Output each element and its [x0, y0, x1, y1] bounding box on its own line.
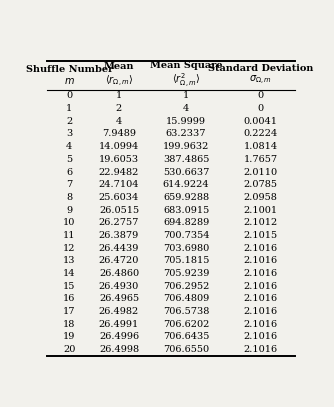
Text: 700.7354: 700.7354: [163, 231, 209, 240]
Text: 0.2224: 0.2224: [243, 129, 278, 138]
Text: 530.6637: 530.6637: [163, 168, 209, 177]
Text: 2.0785: 2.0785: [243, 180, 278, 189]
Text: 2.1016: 2.1016: [243, 294, 278, 303]
Text: 24.7104: 24.7104: [99, 180, 139, 189]
Text: 26.4996: 26.4996: [99, 333, 139, 341]
Text: 20: 20: [63, 345, 75, 354]
Text: 1: 1: [116, 92, 122, 101]
Text: 17: 17: [63, 307, 75, 316]
Text: 614.9224: 614.9224: [163, 180, 209, 189]
Text: 26.4860: 26.4860: [99, 269, 139, 278]
Text: 2.1016: 2.1016: [243, 333, 278, 341]
Text: 199.9632: 199.9632: [163, 142, 209, 151]
Text: 2.0958: 2.0958: [244, 193, 278, 202]
Text: 0.0041: 0.0041: [243, 117, 278, 126]
Text: 2.1012: 2.1012: [243, 218, 278, 227]
Text: 1: 1: [183, 92, 189, 101]
Text: 0: 0: [258, 104, 264, 113]
Text: 15: 15: [63, 282, 75, 291]
Text: 19: 19: [63, 333, 75, 341]
Text: 683.0915: 683.0915: [163, 206, 209, 214]
Text: 26.3879: 26.3879: [99, 231, 139, 240]
Text: 3: 3: [66, 129, 72, 138]
Text: 16: 16: [63, 294, 75, 303]
Text: 26.2757: 26.2757: [99, 218, 139, 227]
Text: 706.6550: 706.6550: [163, 345, 209, 354]
Text: 2: 2: [66, 117, 72, 126]
Text: 694.8289: 694.8289: [163, 218, 209, 227]
Text: 18: 18: [63, 320, 75, 329]
Text: 706.6202: 706.6202: [163, 320, 209, 329]
Text: 7.9489: 7.9489: [102, 129, 136, 138]
Text: 12: 12: [63, 244, 75, 253]
Text: 659.9288: 659.9288: [163, 193, 209, 202]
Text: 26.4991: 26.4991: [99, 320, 139, 329]
Text: 2.1016: 2.1016: [243, 345, 278, 354]
Text: 14: 14: [63, 269, 75, 278]
Text: 26.0515: 26.0515: [99, 206, 139, 214]
Text: Standard Deviation
$\sigma_{\Omega,m}$: Standard Deviation $\sigma_{\Omega,m}$: [208, 63, 313, 88]
Text: Shuffle Number
$m$: Shuffle Number $m$: [26, 65, 113, 86]
Text: 15.9999: 15.9999: [166, 117, 206, 126]
Text: 5: 5: [66, 155, 72, 164]
Text: 2.1016: 2.1016: [243, 320, 278, 329]
Text: 2.1001: 2.1001: [243, 206, 278, 214]
Text: 4: 4: [66, 142, 72, 151]
Text: 19.6053: 19.6053: [99, 155, 139, 164]
Text: 25.6034: 25.6034: [99, 193, 139, 202]
Text: 26.4439: 26.4439: [99, 244, 139, 253]
Text: 14.0994: 14.0994: [99, 142, 139, 151]
Text: 1.0814: 1.0814: [243, 142, 278, 151]
Text: 10: 10: [63, 218, 75, 227]
Text: 8: 8: [66, 193, 72, 202]
Text: 22.9482: 22.9482: [99, 168, 139, 177]
Text: 26.4720: 26.4720: [99, 256, 139, 265]
Text: 13: 13: [63, 256, 75, 265]
Text: 706.4809: 706.4809: [163, 294, 209, 303]
Text: 1.7657: 1.7657: [243, 155, 278, 164]
Text: 26.4998: 26.4998: [99, 345, 139, 354]
Text: 706.5738: 706.5738: [163, 307, 209, 316]
Text: 6: 6: [66, 168, 72, 177]
Text: 26.4982: 26.4982: [99, 307, 139, 316]
Text: 2.1016: 2.1016: [243, 256, 278, 265]
Text: 0: 0: [258, 92, 264, 101]
Text: 706.2952: 706.2952: [163, 282, 209, 291]
Text: 2.0110: 2.0110: [243, 168, 278, 177]
Text: 705.9239: 705.9239: [163, 269, 209, 278]
Text: 9: 9: [66, 206, 72, 214]
Text: 2.1015: 2.1015: [243, 231, 278, 240]
Text: 706.6435: 706.6435: [163, 333, 209, 341]
Text: Mean
$\langle r_{\Omega,m} \rangle$: Mean $\langle r_{\Omega,m} \rangle$: [104, 62, 134, 89]
Text: 63.2337: 63.2337: [166, 129, 206, 138]
Text: 4: 4: [183, 104, 189, 113]
Text: 4: 4: [116, 117, 122, 126]
Text: 2: 2: [116, 104, 122, 113]
Text: 1: 1: [66, 104, 72, 113]
Text: Mean Square
$\langle r_{\Omega,m}^2 \rangle$: Mean Square $\langle r_{\Omega,m}^2 \ran…: [150, 61, 222, 90]
Text: 387.4865: 387.4865: [163, 155, 209, 164]
Text: 11: 11: [63, 231, 75, 240]
Text: 2.1016: 2.1016: [243, 282, 278, 291]
Text: 2.1016: 2.1016: [243, 244, 278, 253]
Text: 7: 7: [66, 180, 72, 189]
Text: 2.1016: 2.1016: [243, 269, 278, 278]
Text: 26.4930: 26.4930: [99, 282, 139, 291]
Text: 2.1016: 2.1016: [243, 307, 278, 316]
Text: 26.4965: 26.4965: [99, 294, 139, 303]
Text: 705.1815: 705.1815: [163, 256, 209, 265]
Text: 703.6980: 703.6980: [163, 244, 209, 253]
Text: 0: 0: [66, 92, 72, 101]
